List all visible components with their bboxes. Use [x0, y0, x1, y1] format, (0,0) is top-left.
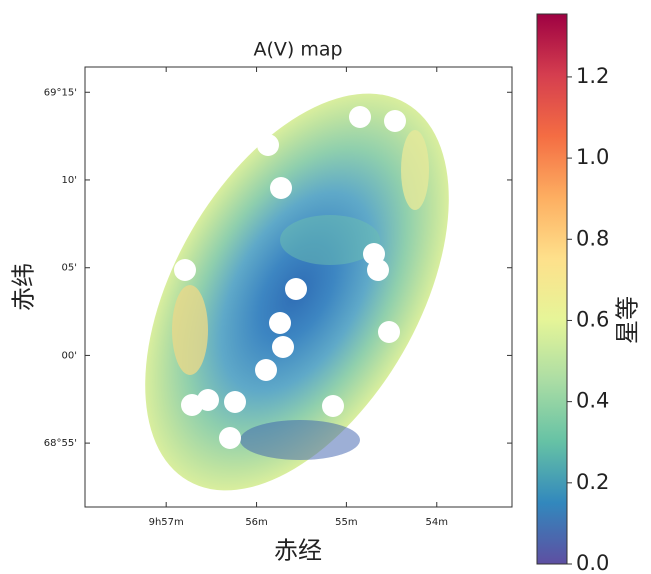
colorbar-tick-label: 0.2 — [576, 470, 609, 494]
colorbar-tick-label: 0.0 — [576, 551, 609, 574]
x-tick-label: 9h57m — [149, 517, 184, 528]
colorbar-tick-label: 0.4 — [576, 389, 609, 413]
x-tick-label: 54m — [426, 517, 448, 528]
colorbar-tick-label: 0.6 — [576, 307, 609, 331]
y-tick-label: 68°55' — [44, 438, 77, 449]
y-tick-label: 00' — [62, 350, 77, 361]
y-tick-label: 10' — [62, 175, 77, 186]
colorbar-label: 星等 — [615, 296, 642, 344]
colorbar-tick-label: 0.8 — [576, 226, 609, 250]
colorbar — [536, 13, 568, 565]
y-axis-label: 赤纬 — [11, 263, 38, 311]
chart-title: A(V) map — [253, 39, 342, 61]
x-axis-label: 赤经 — [274, 538, 322, 565]
colorbar-tick-label: 1.2 — [576, 64, 609, 88]
colorbar-tick-label: 1.0 — [576, 145, 609, 169]
x-tick-label: 55m — [335, 517, 357, 528]
x-tick-label: 56m — [245, 517, 267, 528]
y-tick-label: 69°15' — [44, 87, 77, 98]
y-tick-label: 05' — [62, 263, 77, 274]
galaxy-map — [145, 93, 449, 491]
plot-frame — [84, 66, 513, 508]
